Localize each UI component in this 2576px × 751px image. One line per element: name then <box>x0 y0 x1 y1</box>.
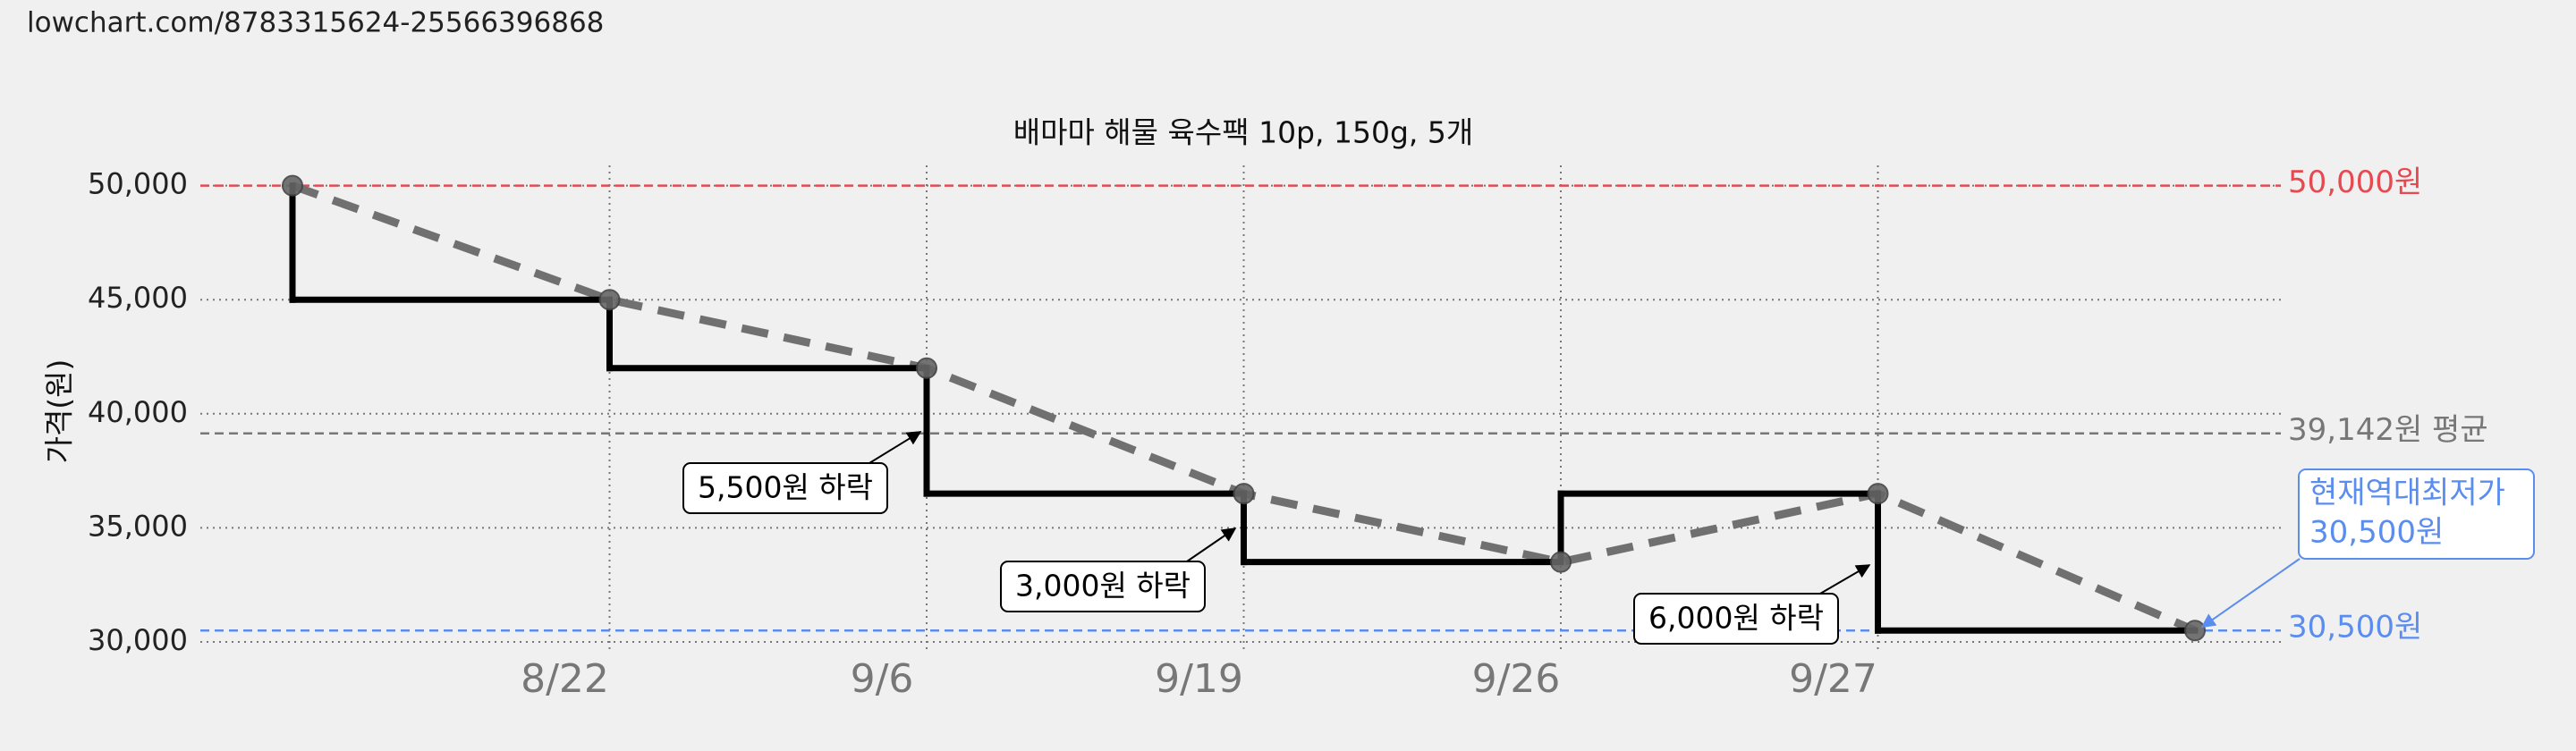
reference-label: 50,000원 <box>2288 165 2422 200</box>
x-tick-label: 9/26 <box>1472 656 1561 702</box>
reference-label: 30,500원 <box>2288 610 2422 646</box>
annotation-text: 3,000원 하락 <box>1015 569 1191 603</box>
annotation-arrow <box>1819 564 1871 595</box>
y-tick-label: 45,000 <box>88 281 188 315</box>
annotation-text: 6,000원 하락 <box>1648 601 1824 636</box>
reference-label: 39,142원 평균 <box>2288 412 2488 448</box>
low-box <box>2298 468 2535 560</box>
point <box>1867 483 1889 505</box>
y-tick-label: 40,000 <box>88 395 188 429</box>
y-axis-label: 가격(원) <box>42 359 77 464</box>
point <box>1550 551 1572 573</box>
point <box>598 289 621 311</box>
x-tick-label: 9/6 <box>851 656 914 702</box>
point <box>2184 620 2206 642</box>
y-tick-label: 30,000 <box>88 623 188 657</box>
annotation-box <box>682 462 888 514</box>
point <box>916 357 937 379</box>
y-tick-label: 50,000 <box>88 167 188 201</box>
annotation-arrow <box>1186 527 1237 562</box>
annotation-text: 5,500원 하락 <box>698 470 873 505</box>
low-arrow <box>2200 558 2301 629</box>
chart-title: 배마마 해물 육수팩 10p, 150g, 5개 <box>1013 115 1474 150</box>
y-tick-label: 35,000 <box>88 509 188 543</box>
x-tick-label: 9/27 <box>1789 656 1877 702</box>
url: lowchart.com/8783315624-25566396868 <box>27 7 604 39</box>
annotation-box <box>1633 593 1839 645</box>
annotation-arrow <box>869 431 922 464</box>
x-tick-label: 8/22 <box>521 656 609 702</box>
x-tick-label: 9/19 <box>1155 656 1243 702</box>
annotation-box <box>1000 561 1206 612</box>
point <box>282 174 303 197</box>
point <box>1233 483 1255 505</box>
low-text: 현재역대최저가 <box>2309 476 2505 511</box>
low-text: 30,500원 <box>2309 515 2444 551</box>
